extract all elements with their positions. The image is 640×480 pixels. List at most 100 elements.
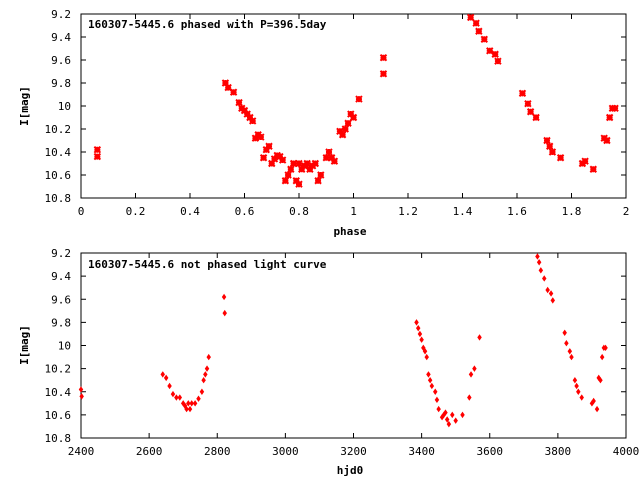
data-point-unphased (598, 376, 603, 384)
data-point-unphased (576, 388, 581, 395)
data-point-unphased (444, 416, 450, 423)
data-point-phased (317, 171, 325, 179)
data-point-unphased (201, 376, 206, 384)
data-point-unphased (562, 329, 567, 336)
data-point-unphased (603, 344, 608, 352)
data-point-unphased (206, 353, 211, 361)
data-point-unphased (468, 371, 474, 378)
data-point-unphased (545, 286, 550, 294)
x-tick-label: 2 (623, 205, 630, 218)
data-point-unphased (572, 376, 578, 384)
data-point-phased (298, 165, 306, 173)
data-point-phased (243, 110, 251, 118)
x-tick-label: 3600 (477, 445, 504, 458)
data-point-phased (93, 152, 102, 161)
data-point-phased (295, 159, 303, 168)
data-point-unphased (426, 371, 431, 378)
y-tick-label: 9.6 (51, 293, 71, 306)
data-point-phased (475, 27, 483, 35)
data-point-phased (548, 148, 557, 156)
x-tick-label: 2400 (68, 445, 95, 458)
x-tick-label: 3000 (272, 445, 299, 458)
data-point-phased (605, 113, 614, 122)
data-point-phased (246, 113, 254, 122)
data-point-phased (270, 155, 279, 163)
y-axis-label-phased: I[mag] (18, 86, 31, 126)
data-point-unphased (535, 253, 540, 260)
data-point-unphased (160, 371, 165, 378)
data-point-phased (556, 154, 565, 162)
chart-title-phased: 160307-5445.6 phased with P=396.5day (88, 18, 327, 31)
data-point-unphased (424, 353, 429, 361)
data-point-unphased (564, 339, 569, 347)
data-point-unphased (569, 353, 574, 361)
data-point-unphased (536, 259, 542, 266)
y-tick-label: 10.4 (45, 386, 72, 399)
data-point-unphased (443, 409, 448, 416)
data-point-phased (322, 154, 330, 162)
data-point-unphased (182, 402, 188, 409)
y-tick-label: 10 (58, 100, 71, 113)
y-tick-label: 9.4 (51, 31, 71, 44)
data-point-phased (491, 50, 499, 58)
data-point-unphased (203, 371, 208, 378)
data-point-phased (93, 145, 102, 154)
data-point-phased (265, 142, 273, 150)
data-point-unphased (422, 348, 428, 355)
data-point-unphased (421, 344, 426, 352)
x-tick-label: 0.6 (235, 205, 255, 218)
data-point-phased (325, 148, 333, 156)
data-point-phased (235, 98, 243, 107)
data-point-phased (518, 89, 527, 98)
data-point-unphased (550, 297, 556, 304)
data-point-unphased (204, 365, 210, 372)
data-point-phased (524, 99, 532, 108)
data-point-phased (289, 159, 298, 168)
data-point-unphased (167, 382, 172, 390)
y-tick-label: 10.8 (45, 192, 72, 205)
x-tick-label: 1.6 (507, 205, 527, 218)
y-tick-label: 9.4 (51, 270, 71, 283)
x-tick-label: 4000 (613, 445, 640, 458)
data-point-unphased (446, 420, 452, 428)
data-point-unphased (567, 348, 573, 355)
y-tick-label: 9.8 (51, 316, 71, 329)
data-point-unphased (417, 330, 423, 338)
x-tick-label: 0.4 (180, 205, 200, 218)
data-point-phased (278, 156, 287, 164)
y-tick-label: 9.8 (51, 77, 71, 90)
data-point-unphased (579, 394, 584, 401)
data-point-phased (221, 79, 230, 87)
data-point-unphased (467, 394, 472, 401)
x-tick-label: 3400 (408, 445, 435, 458)
data-point-phased (273, 151, 281, 160)
data-point-phased (257, 133, 265, 141)
data-point-unphased (78, 386, 84, 393)
y-tick-label: 10.6 (45, 169, 72, 182)
data-point-unphased (477, 334, 482, 341)
y-tick-label: 10.2 (45, 123, 72, 136)
data-point-phased (379, 70, 388, 78)
data-point-phased (259, 154, 268, 162)
data-point-unphased (548, 290, 554, 297)
ticks-unphased: 2400 2600 2800 3000 3200 3400 3600 3800 4000 9.2 9… (45, 247, 640, 458)
data-point-phased (248, 117, 257, 125)
data-point-phased (480, 35, 489, 44)
data-point-unphased (419, 336, 424, 343)
x-tick-label: 1.4 (453, 205, 473, 218)
data-point-phased (311, 159, 320, 168)
data-point-unphased (427, 376, 433, 384)
data-point-unphased (453, 417, 458, 424)
data-point-phased (545, 142, 554, 150)
data-point-unphased (192, 400, 198, 407)
x-tick-label: 2800 (204, 445, 231, 458)
data-point-unphased (196, 395, 201, 402)
data-points-unphased (78, 253, 608, 428)
data-point-phased (287, 165, 295, 173)
x-axis-label-unphased: hjd0 (337, 464, 364, 477)
data-point-phased (303, 159, 311, 168)
y-tick-label: 10.2 (45, 363, 72, 376)
data-point-phased (466, 13, 475, 22)
data-point-phased (295, 180, 303, 188)
